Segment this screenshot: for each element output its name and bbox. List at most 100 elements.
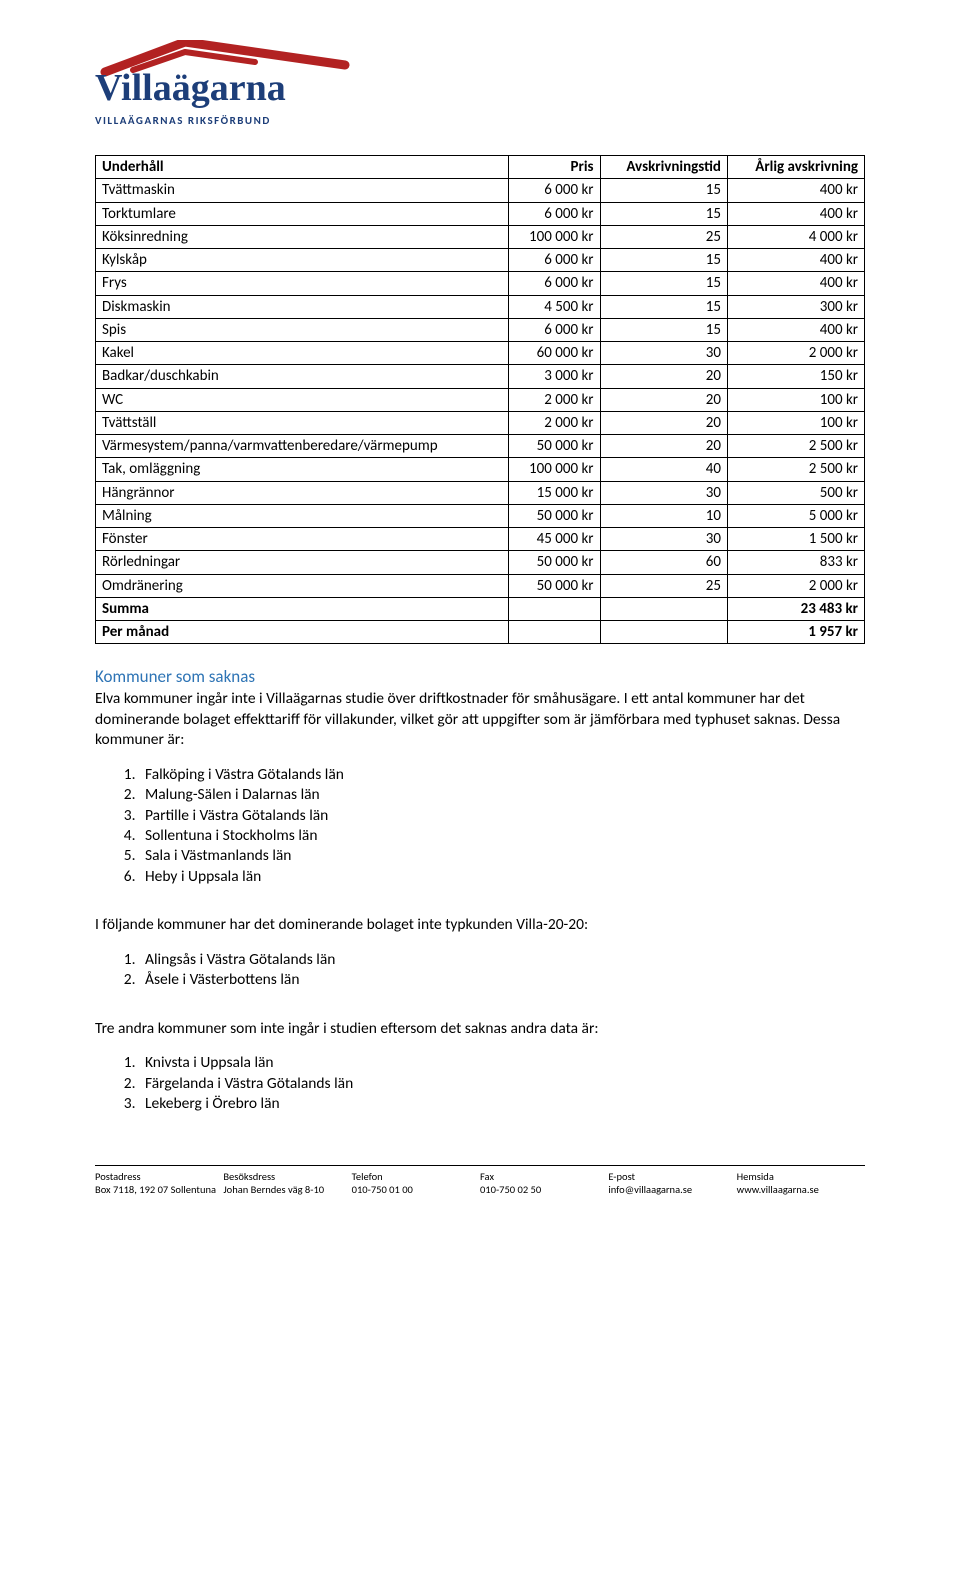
cell-yearly: 400 kr xyxy=(727,202,864,225)
missing-para2: I följande kommuner har det dominerande … xyxy=(95,915,865,935)
list-item: Lekeberg i Örebro län xyxy=(139,1094,865,1114)
table-row: Kakel60 000 kr302 000 kr xyxy=(96,342,865,365)
cell-yearly: 5 000 kr xyxy=(727,504,864,527)
cell-price: 2 000 kr xyxy=(508,411,600,434)
table-row: Värmesystem/panna/varmvattenberedare/vär… xyxy=(96,435,865,458)
cell-name: Målning xyxy=(96,504,509,527)
cell-name: Värmesystem/panna/varmvattenberedare/vär… xyxy=(96,435,509,458)
logo-roof-icon: Villaägarna xyxy=(95,40,355,112)
summary-label: Summa xyxy=(96,597,509,620)
table-row: Spis6 000 kr15400 kr xyxy=(96,318,865,341)
cell-yearly: 100 kr xyxy=(727,411,864,434)
cell-yearly: 400 kr xyxy=(727,249,864,272)
footer-header: Fax xyxy=(480,1170,608,1184)
table-row: Omdränering50 000 kr252 000 kr xyxy=(96,574,865,597)
cell-depr-time: 15 xyxy=(600,179,727,202)
cell-name: Hängrännor xyxy=(96,481,509,504)
cell-depr-time: 15 xyxy=(600,318,727,341)
cell-price: 50 000 kr xyxy=(508,435,600,458)
summary-value: 23 483 kr xyxy=(727,597,864,620)
cell-name: Tvättställ xyxy=(96,411,509,434)
table-summary-row: Per månad 1 957 kr xyxy=(96,621,865,644)
cell-depr-time: 15 xyxy=(600,202,727,225)
cell-yearly: 1 500 kr xyxy=(727,528,864,551)
table-row: Diskmaskin4 500 kr15300 kr xyxy=(96,295,865,318)
cell-depr-time: 30 xyxy=(600,481,727,504)
footer-col: Hemsidawww.villaagarna.se xyxy=(737,1170,865,1197)
footer-col: BesöksdressJohan Berndes väg 8-10 xyxy=(223,1170,351,1197)
cell-depr-time: 20 xyxy=(600,411,727,434)
cell-yearly: 400 kr xyxy=(727,318,864,341)
cell-price: 50 000 kr xyxy=(508,574,600,597)
cell-depr-time: 10 xyxy=(600,504,727,527)
summary-label: Per månad xyxy=(96,621,509,644)
table-row: Köksinredning100 000 kr254 000 kr xyxy=(96,225,865,248)
cell-yearly: 400 kr xyxy=(727,272,864,295)
cell-price: 3 000 kr xyxy=(508,365,600,388)
cell-depr-time: 30 xyxy=(600,528,727,551)
cell-price: 2 000 kr xyxy=(508,388,600,411)
cell-name: Kylskåp xyxy=(96,249,509,272)
table-row: Kylskåp6 000 kr15400 kr xyxy=(96,249,865,272)
summary-empty xyxy=(600,621,727,644)
table-row: Badkar/duschkabin3 000 kr20150 kr xyxy=(96,365,865,388)
footer-col: PostadressBox 7118, 192 07 Sollentuna xyxy=(95,1170,223,1197)
logo-title-text: Villaägarna xyxy=(95,67,286,109)
maintenance-table: Underhåll Pris Avskrivningstid Årlig avs… xyxy=(95,155,865,644)
cell-name: Diskmaskin xyxy=(96,295,509,318)
list-item: Heby i Uppsala län xyxy=(139,867,865,887)
cell-price: 4 500 kr xyxy=(508,295,600,318)
cell-price: 6 000 kr xyxy=(508,249,600,272)
footer-header: E-post xyxy=(608,1170,736,1184)
cell-depr-time: 25 xyxy=(600,574,727,597)
cell-depr-time: 40 xyxy=(600,458,727,481)
summary-value: 1 957 kr xyxy=(727,621,864,644)
cell-yearly: 500 kr xyxy=(727,481,864,504)
cell-depr-time: 25 xyxy=(600,225,727,248)
logo: Villaägarna VILLAÄGARNAS RIKSFÖRBUND xyxy=(95,40,865,127)
footer-col: Fax010-750 02 50 xyxy=(480,1170,608,1197)
cell-price: 6 000 kr xyxy=(508,179,600,202)
summary-empty xyxy=(508,621,600,644)
col-underhall: Underhåll xyxy=(96,156,509,179)
cell-yearly: 150 kr xyxy=(727,365,864,388)
footer-col: Telefon010-750 01 00 xyxy=(352,1170,480,1197)
missing-intro: Elva kommuner ingår inte i Villaägarnas … xyxy=(95,689,865,750)
footer-value: www.villaagarna.se xyxy=(737,1183,865,1197)
list-item: Partille i Västra Götalands län xyxy=(139,806,865,826)
cell-yearly: 300 kr xyxy=(727,295,864,318)
cell-yearly: 2 000 kr xyxy=(727,342,864,365)
list-item: Alingsås i Västra Götalands län xyxy=(139,950,865,970)
cell-name: Rörledningar xyxy=(96,551,509,574)
table-row: Tak, omläggning100 000 kr402 500 kr xyxy=(96,458,865,481)
cell-depr-time: 20 xyxy=(600,365,727,388)
cell-name: Spis xyxy=(96,318,509,341)
list-item: Färgelanda i Västra Götalands län xyxy=(139,1074,865,1094)
table-row: Målning50 000 kr105 000 kr xyxy=(96,504,865,527)
table-row: Tvättställ2 000 kr20100 kr xyxy=(96,411,865,434)
cell-price: 50 000 kr xyxy=(508,551,600,574)
cell-price: 6 000 kr xyxy=(508,202,600,225)
table-row: Hängrännor15 000 kr30500 kr xyxy=(96,481,865,504)
cell-name: WC xyxy=(96,388,509,411)
cell-price: 100 000 kr xyxy=(508,225,600,248)
cell-yearly: 2 500 kr xyxy=(727,458,864,481)
list-item: Malung-Sälen i Dalarnas län xyxy=(139,785,865,805)
col-avskrivningstid: Avskrivningstid xyxy=(600,156,727,179)
col-arlig: Årlig avskrivning xyxy=(727,156,864,179)
cell-yearly: 4 000 kr xyxy=(727,225,864,248)
cell-depr-time: 20 xyxy=(600,435,727,458)
cell-depr-time: 20 xyxy=(600,388,727,411)
cell-name: Torktumlare xyxy=(96,202,509,225)
footer-value: Johan Berndes väg 8-10 xyxy=(223,1183,351,1197)
cell-name: Tvättmaskin xyxy=(96,179,509,202)
cell-name: Tak, omläggning xyxy=(96,458,509,481)
page-footer: PostadressBox 7118, 192 07 SollentunaBes… xyxy=(95,1165,865,1197)
cell-name: Köksinredning xyxy=(96,225,509,248)
list-item: Sala i Västmanlands län xyxy=(139,846,865,866)
cell-name: Kakel xyxy=(96,342,509,365)
table-row: Fönster45 000 kr301 500 kr xyxy=(96,528,865,551)
cell-depr-time: 15 xyxy=(600,295,727,318)
list-item: Knivsta i Uppsala län xyxy=(139,1053,865,1073)
cell-depr-time: 30 xyxy=(600,342,727,365)
